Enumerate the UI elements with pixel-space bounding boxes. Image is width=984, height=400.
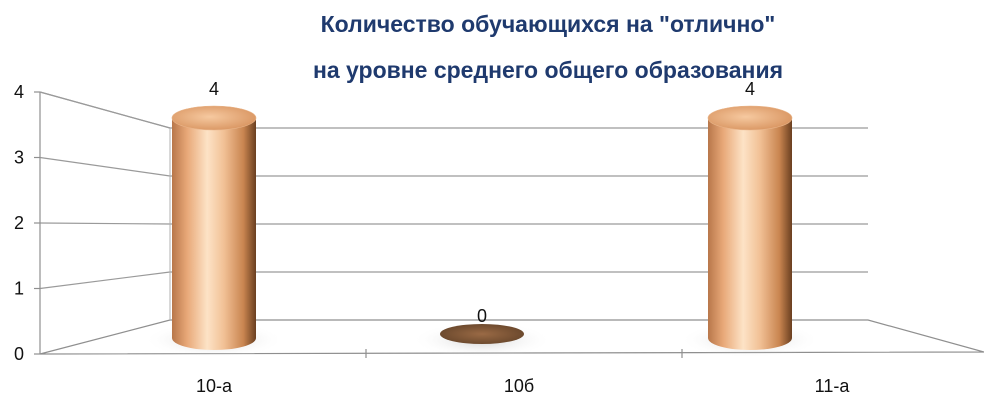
y-tick-label: 1 bbox=[14, 279, 24, 299]
bars bbox=[144, 105, 820, 358]
bar bbox=[172, 118, 256, 350]
chart-title-line-2: на уровне среднего общего образования bbox=[313, 57, 783, 83]
y-tick-label: 2 bbox=[14, 213, 24, 233]
data-label: 4 bbox=[209, 79, 219, 99]
chart-floor bbox=[39, 319, 984, 355]
x-category-label: 10-а bbox=[196, 376, 233, 396]
x-axis-categories: 10-а 10б 11-а bbox=[196, 376, 850, 396]
bar bbox=[440, 324, 524, 344]
data-labels: 4 0 4 bbox=[209, 79, 755, 326]
bar-top-cap bbox=[707, 105, 793, 131]
y-tick-label: 4 bbox=[14, 82, 24, 102]
side-wall-top bbox=[39, 91, 171, 129]
y-axis-ticks: 0 1 2 3 4 bbox=[14, 82, 683, 364]
gridline-side bbox=[39, 156, 171, 177]
y-tick-label: 0 bbox=[14, 344, 24, 364]
data-label: 0 bbox=[477, 306, 487, 326]
gridline-side bbox=[39, 271, 171, 290]
y-tick-label: 3 bbox=[14, 148, 24, 168]
x-category-label: 11-а bbox=[815, 376, 851, 396]
data-label: 4 bbox=[745, 79, 755, 99]
gridline-side bbox=[39, 222, 171, 225]
bar bbox=[708, 118, 792, 350]
bar-top-cap bbox=[171, 105, 257, 131]
x-category-label: 10б bbox=[504, 376, 534, 396]
chart-title-line-1: Количество обучающихся на "отлично" bbox=[321, 11, 776, 37]
